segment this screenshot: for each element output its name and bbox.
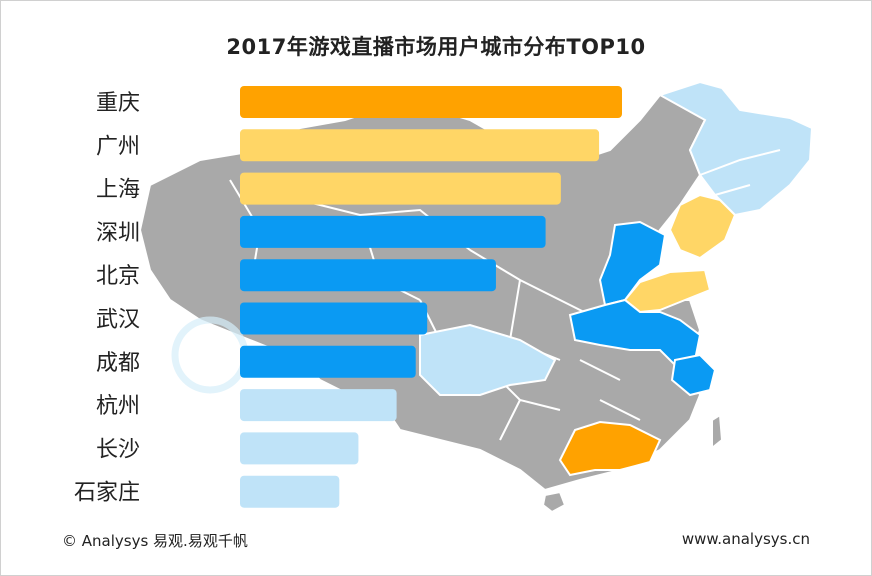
bar-8 xyxy=(240,389,397,422)
chart-title: 2017年游戏直播市场用户城市分布TOP10 xyxy=(226,35,646,59)
category-label-2: 广州 xyxy=(96,134,140,159)
map-central-blue xyxy=(568,298,702,372)
bar-2 xyxy=(240,129,600,162)
map-liaoning xyxy=(668,193,737,260)
bar-9 xyxy=(240,432,359,465)
bars-layer xyxy=(240,86,622,508)
map-hainan xyxy=(541,490,567,514)
category-label-8: 杭州 xyxy=(96,394,140,419)
bar-6 xyxy=(240,302,428,335)
category-label-10: 石家庄 xyxy=(74,481,140,506)
watermark-logo-icon xyxy=(171,316,249,394)
category-label-3: 上海 xyxy=(96,178,140,203)
map-northeast xyxy=(657,80,814,217)
category-label-6: 武汉 xyxy=(96,308,140,333)
category-label-7: 成都 xyxy=(96,351,140,376)
category-label-4: 深圳 xyxy=(96,221,140,246)
category-label-5: 北京 xyxy=(96,264,140,289)
bar-5 xyxy=(240,259,496,292)
map-guangdong xyxy=(558,420,662,477)
bar-10 xyxy=(240,475,340,508)
footer-website: www.analysys.cn xyxy=(681,530,810,548)
bar-7 xyxy=(240,345,416,378)
bar-4 xyxy=(240,215,546,248)
category-label-9: 长沙 xyxy=(96,437,140,462)
footer-source: © Analysys 易观.易观千帆 xyxy=(62,532,248,550)
bar-1 xyxy=(240,86,622,118)
bar-3 xyxy=(240,172,561,205)
map-sichuan xyxy=(419,323,557,396)
map-taiwan xyxy=(711,413,724,451)
category-label-1: 重庆 xyxy=(96,91,140,116)
map-zhejiang xyxy=(670,353,717,397)
